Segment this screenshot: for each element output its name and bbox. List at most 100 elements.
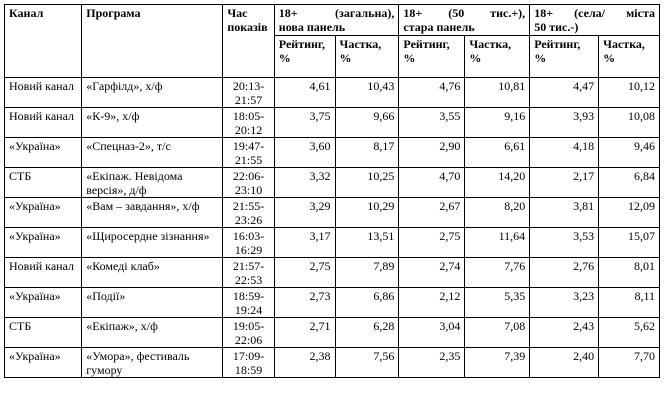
cell-channel: «Україна»: [3, 197, 83, 228]
cell-share-3: 8,01: [598, 257, 660, 288]
cell-rating-2: 4,70: [398, 167, 466, 198]
header-program: Програма: [81, 4, 224, 78]
cell-share-2: 7,76: [464, 257, 531, 288]
cell-channel: СТБ: [3, 167, 83, 198]
cell-time: 21:55-23:26: [222, 197, 275, 228]
header-group-3: 18+ (села/ міста 50 тис.-): [529, 4, 660, 36]
cell-share-2: 6,61: [464, 137, 531, 168]
cell-share-2: 11,64: [464, 227, 531, 258]
table-row: СТБ «Екіпаж», х/ф 19:05-22:06 2,71 6,28 …: [3, 317, 660, 348]
cell-time: 16:03-16:29: [222, 227, 275, 258]
cell-rating-1: 2,71: [273, 317, 336, 348]
table-row: «Україна» «Вам – завдання», х/ф 21:55-23…: [3, 197, 660, 228]
cell-rating-1: 4,61: [273, 77, 336, 108]
cell-time: 18:59-19:24: [222, 287, 275, 318]
header-time: Час показів: [222, 4, 275, 78]
cell-share-2: 9,16: [464, 107, 531, 138]
table-row: Новий канал «Комеді клаб» 21:57-22:53 2,…: [3, 257, 660, 288]
cell-share-3: 15,07: [598, 227, 660, 258]
cell-channel: СТБ: [3, 317, 83, 348]
cell-channel: «Україна»: [3, 137, 83, 168]
cell-share-3: 9,46: [598, 137, 660, 168]
cell-share-3: 6,84: [598, 167, 660, 198]
header-share-2: Частка, %: [464, 35, 531, 78]
cell-time: 17:09-18:59: [222, 347, 275, 378]
cell-rating-1: 2,38: [273, 347, 336, 378]
header-group-2: 18+ (50 тис.+), стара панель: [398, 4, 531, 36]
header-group-1-line2: нова панель: [278, 20, 346, 34]
header-share-1: Частка, %: [334, 35, 400, 78]
cell-time: 18:05-20:12: [222, 107, 275, 138]
cell-rating-2: 3,55: [398, 107, 466, 138]
cell-share-1: 10,43: [334, 77, 400, 108]
table-row: «Україна» «Умора», фестиваль гумору 17:0…: [3, 347, 660, 378]
cell-program: «Комеді клаб»: [81, 257, 224, 288]
cell-rating-1: 3,29: [273, 197, 336, 228]
cell-share-1: 13,51: [334, 227, 400, 258]
table-row: «Україна» «Щиросердне зізнання» 16:03-16…: [3, 227, 660, 258]
ratings-table: Канал Програма Час показів 18+ (загальна…: [3, 4, 660, 378]
cell-time: 21:57-22:53: [222, 257, 275, 288]
cell-rating-2: 3,04: [398, 317, 466, 348]
cell-share-2: 8,20: [464, 197, 531, 228]
header-group-3-line2: 50 тис.-): [534, 20, 579, 34]
cell-rating-1: 2,75: [273, 257, 336, 288]
cell-rating-1: 3,75: [273, 107, 336, 138]
cell-rating-3: 3,93: [529, 107, 600, 138]
cell-program: «Спецназ-2», т/с: [81, 137, 224, 168]
cell-share-1: 6,86: [334, 287, 400, 318]
header-group-1-line1: 18+ (загальна),: [278, 6, 395, 20]
header-group-1: 18+ (загальна), нова панель: [273, 4, 400, 36]
cell-channel: Новий канал: [3, 257, 83, 288]
table-row: «Україна» «Події» 18:59-19:24 2,73 6,86 …: [3, 287, 660, 318]
cell-program: «Умора», фестиваль гумору: [81, 347, 224, 378]
header-group-2-line2: стара панель: [403, 20, 475, 34]
table-row: Новий канал «Гарфілд», х/ф 20:13-21:57 4…: [3, 77, 660, 108]
cell-share-1: 10,25: [334, 167, 400, 198]
cell-program: «Події»: [81, 287, 224, 318]
cell-program: «Гарфілд», х/ф: [81, 77, 224, 108]
cell-rating-1: 3,17: [273, 227, 336, 258]
cell-rating-2: 2,75: [398, 227, 466, 258]
cell-time: 19:05-22:06: [222, 317, 275, 348]
cell-rating-1: 3,32: [273, 167, 336, 198]
cell-rating-2: 2,12: [398, 287, 466, 318]
table-row: «Україна» «Спецназ-2», т/с 19:47-21:55 3…: [3, 137, 660, 168]
cell-share-1: 6,28: [334, 317, 400, 348]
cell-share-2: 10,81: [464, 77, 531, 108]
cell-program: «Вам – завдання», х/ф: [81, 197, 224, 228]
cell-share-1: 8,17: [334, 137, 400, 168]
cell-program: «Екіпаж. Невідома версія», д/ф: [81, 167, 224, 198]
cell-rating-3: 4,18: [529, 137, 600, 168]
header-channel: Канал: [3, 4, 83, 78]
cell-share-2: 5,35: [464, 287, 531, 318]
cell-share-3: 5,62: [598, 317, 660, 348]
cell-rating-2: 2,67: [398, 197, 466, 228]
cell-rating-2: 2,35: [398, 347, 466, 378]
header-rating-2: Рейтинг, %: [398, 35, 466, 78]
cell-rating-2: 2,74: [398, 257, 466, 288]
cell-program: «К-9», х/ф: [81, 107, 224, 138]
cell-share-3: 7,70: [598, 347, 660, 378]
cell-program: «Екіпаж», х/ф: [81, 317, 224, 348]
cell-rating-1: 2,73: [273, 287, 336, 318]
cell-share-2: 7,39: [464, 347, 531, 378]
table-row: СТБ «Екіпаж. Невідома версія», д/ф 22:06…: [3, 167, 660, 198]
cell-time: 22:06-23:10: [222, 167, 275, 198]
cell-time: 19:47-21:55: [222, 137, 275, 168]
cell-share-1: 9,66: [334, 107, 400, 138]
cell-channel: «Україна»: [3, 347, 83, 378]
header-share-3: Частка, %: [598, 35, 660, 78]
cell-rating-3: 3,53: [529, 227, 600, 258]
cell-rating-2: 2,90: [398, 137, 466, 168]
header-group-3-line1: 18+ (села/ міста: [534, 6, 655, 20]
cell-rating-3: 4,47: [529, 77, 600, 108]
cell-share-3: 10,12: [598, 77, 660, 108]
cell-channel: Новий канал: [3, 77, 83, 108]
cell-share-3: 8,11: [598, 287, 660, 318]
cell-share-1: 10,29: [334, 197, 400, 228]
cell-channel: Новий канал: [3, 107, 83, 138]
header-rating-3: Рейтинг, %: [529, 35, 600, 78]
cell-channel: «Україна»: [3, 287, 83, 318]
cell-rating-2: 4,76: [398, 77, 466, 108]
